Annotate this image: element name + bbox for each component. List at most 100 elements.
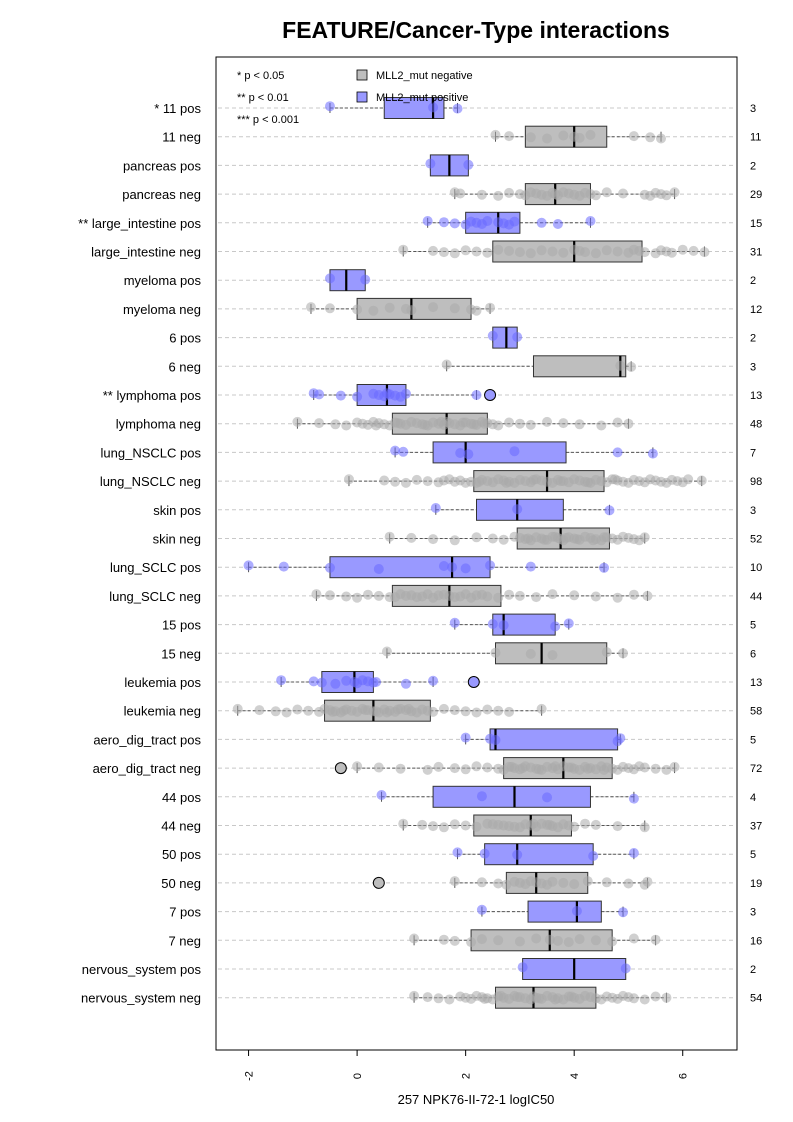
data-point [482,216,493,226]
data-point [650,763,661,774]
data-point [544,819,555,830]
data-point [552,935,563,946]
row-count: 72 [750,763,762,775]
data-point [558,418,569,429]
data-point [417,819,428,830]
row-count: 6 [750,648,756,660]
data-point [438,934,449,945]
data-point [688,245,699,256]
row-label: leukemia neg [124,704,201,719]
data-point [525,248,536,259]
data-point [639,762,650,773]
data-point [449,763,460,774]
data-point [441,359,452,370]
data-point [571,906,582,916]
data-point [558,130,569,141]
data-point [566,762,577,773]
data-point [428,302,439,313]
row-count: 54 [750,993,762,1005]
data-point [292,704,303,715]
data-point [381,646,392,657]
legend-sig-2: ** p < 0.01 [237,92,289,104]
data-point [580,818,591,829]
data-point [552,219,563,229]
data-point [460,764,471,775]
row-count: 15 [750,218,762,230]
data-point [476,877,487,888]
box-pos [329,269,366,292]
data-point [471,390,482,400]
data-point [493,705,504,716]
data-point [612,417,623,428]
chart-title: FEATURE/Cancer-Type interactions [282,17,670,43]
row-count: 3 [750,907,756,919]
data-point [493,878,504,889]
data-point [341,591,352,602]
data-point [628,589,639,600]
data-point [352,761,363,772]
data-point [512,504,523,515]
data-point [444,994,455,1005]
data-point [588,535,599,546]
data-point [305,302,316,313]
data-point [582,763,593,774]
data-point [485,302,496,313]
row-label: * 11 pos [154,101,201,116]
data-point [661,764,672,775]
data-point [504,245,515,256]
box-pos [383,97,445,119]
data-point [574,419,585,430]
data-point [411,592,422,603]
row-count: 58 [750,706,762,718]
data-point [452,847,463,858]
data-point [547,589,558,600]
data-point [466,937,477,948]
row-count: 2 [750,333,756,345]
row-count: 44 [750,591,762,603]
row-label: 15 pos [162,618,202,633]
row-label: pancreas neg [122,187,201,202]
box-pos [432,785,591,808]
data-point [381,707,392,718]
row-label: myeloma pos [124,273,202,288]
data-point [330,419,341,430]
data-point [661,190,672,201]
data-point [620,963,631,974]
data-point [479,848,490,859]
data-point [430,503,441,513]
data-point [514,590,525,601]
data-point [547,876,558,887]
data-point [582,876,593,887]
data-point [628,993,639,1004]
row-count: 48 [750,419,762,431]
data-point [422,992,433,1003]
data-point [590,819,601,830]
data-point [482,247,493,258]
data-point [607,936,618,947]
data-point [628,933,639,944]
data-point [683,474,694,485]
data-point [352,304,363,315]
data-point [438,703,449,714]
data-point [628,793,639,804]
data-point [392,418,403,429]
x-tick-label: 0 [352,1073,364,1079]
data-point [661,992,672,1003]
row-count: 3 [750,361,756,373]
data-point [362,589,373,600]
row-label: aero_dig_tract pos [93,732,201,747]
data-point [639,247,650,258]
x-tick-label: 4 [569,1073,581,1079]
data-point [308,676,319,687]
data-point [669,187,680,198]
data-point [447,562,458,573]
data-point [642,876,653,887]
data-point [512,992,523,1003]
data-point [615,360,626,371]
data-point [558,877,569,888]
data-point [566,991,577,1002]
data-point [368,305,379,316]
data-point [628,131,639,142]
data-point [371,706,382,717]
data-point [460,563,471,574]
